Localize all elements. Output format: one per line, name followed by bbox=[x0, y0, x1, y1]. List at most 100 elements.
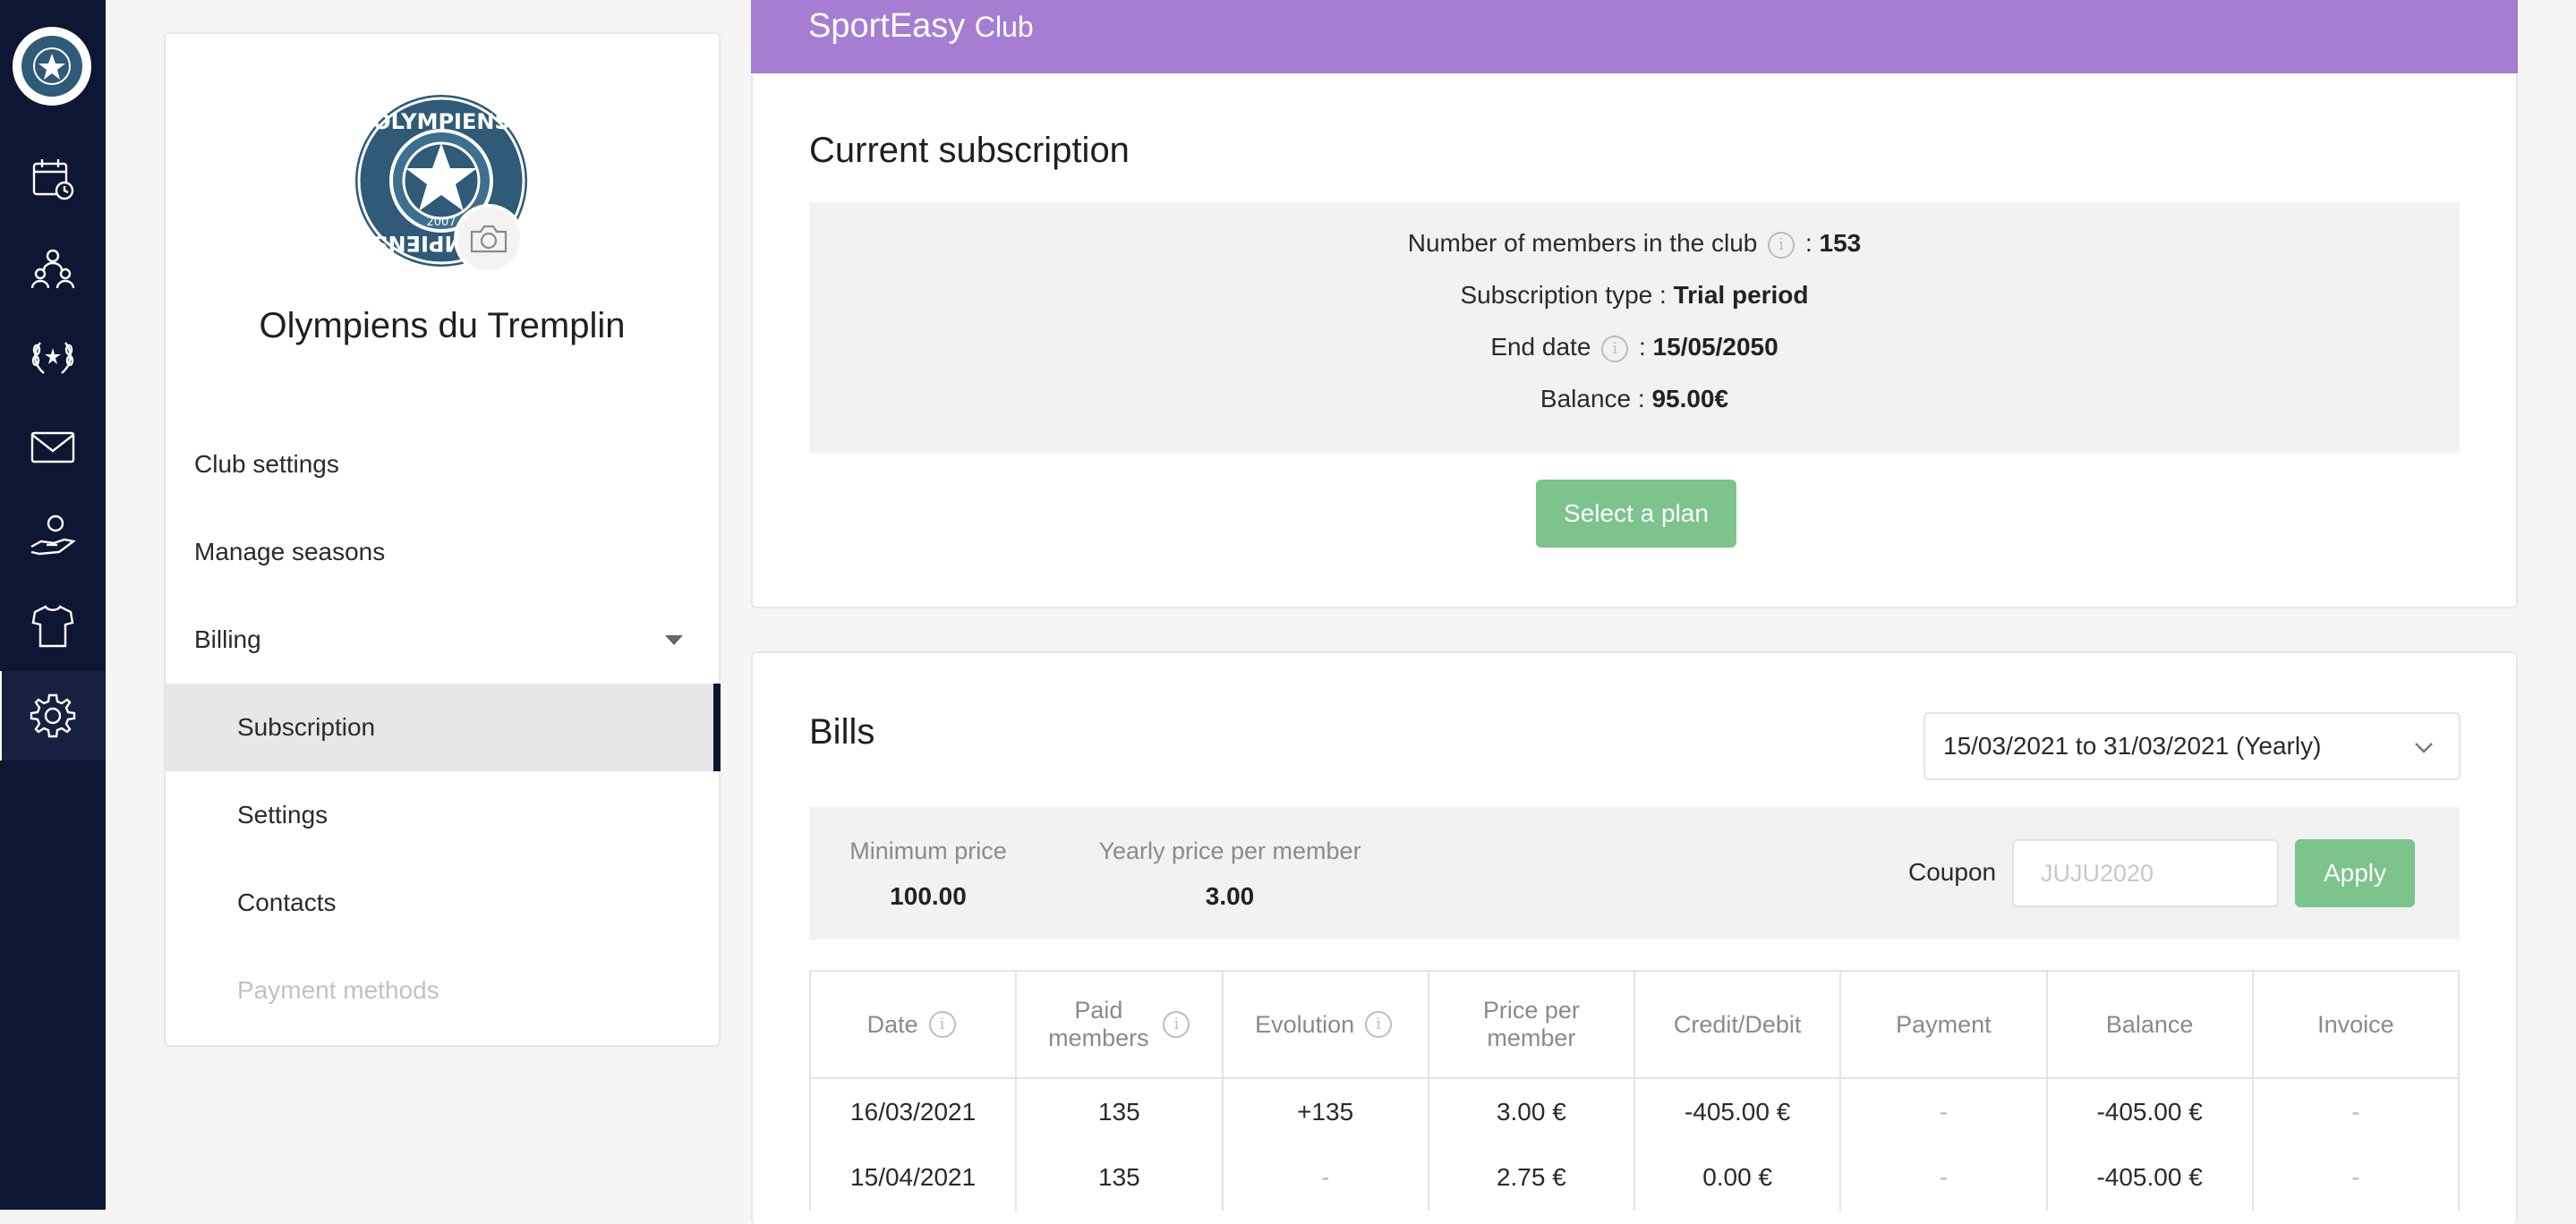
col-paid-members: Paid members i bbox=[1015, 970, 1224, 1079]
current-subscription-title: Current subscription bbox=[809, 131, 1130, 170]
members-line: Number of members in the club i : 153 bbox=[809, 229, 2460, 259]
end-date-value: 15/05/2050 bbox=[1652, 333, 1778, 361]
mail-icon bbox=[30, 431, 75, 463]
rail-members[interactable] bbox=[0, 492, 106, 582]
min-price-label: Minimum price bbox=[849, 837, 1007, 864]
nav-club-settings[interactable]: Club settings bbox=[194, 450, 339, 478]
banner-tier: Club bbox=[974, 11, 1034, 43]
balance-line: Balance : 95.00€ bbox=[809, 385, 2460, 413]
camera-icon bbox=[470, 225, 508, 253]
info-icon[interactable]: i bbox=[1163, 1011, 1190, 1038]
cell-paid-members: 135 bbox=[1015, 1144, 1224, 1211]
period-select-value: 15/03/2021 to 31/03/2021 (Yearly) bbox=[1943, 732, 2322, 760]
col-payment: Payment bbox=[1839, 970, 2048, 1079]
rail-calendar[interactable] bbox=[0, 134, 106, 224]
col-paid-members-label: Paid members bbox=[1048, 997, 1149, 1051]
col-balance: Balance bbox=[2045, 970, 2254, 1079]
club-avatar[interactable] bbox=[13, 27, 91, 106]
bills-table: Date i Paid members i Evolution i Price per… bbox=[808, 970, 2461, 1211]
col-price-per-member: Price per member bbox=[1427, 970, 1636, 1079]
col-evolution-label: Evolution bbox=[1255, 1010, 1355, 1038]
cell-paid-members: 135 bbox=[1015, 1078, 1224, 1144]
bills-card: Bills 15/03/2021 to 31/03/2021 (Yearly) … bbox=[751, 651, 2518, 1224]
pricing-summary: Minimum price 100.00 Yearly price per me… bbox=[809, 807, 2460, 939]
type-label: Subscription type : bbox=[1460, 281, 1667, 309]
rail-team[interactable] bbox=[0, 224, 106, 313]
banner-brand: SportEasy bbox=[808, 7, 966, 45]
info-icon[interactable]: i bbox=[928, 1011, 956, 1038]
apply-coupon-button[interactable]: Apply bbox=[2295, 839, 2415, 907]
info-icon[interactable]: i bbox=[1768, 231, 1796, 259]
nav-billing[interactable]: Billing bbox=[166, 596, 721, 684]
type-value: Trial period bbox=[1673, 281, 1809, 309]
coupon-label: Coupon bbox=[1908, 858, 1997, 886]
nav-payment-methods: Payment methods bbox=[237, 976, 439, 1004]
left-rail bbox=[0, 0, 106, 1210]
members-value: 153 bbox=[1819, 229, 1862, 257]
cell-invoice: - bbox=[2251, 1144, 2461, 1211]
info-icon[interactable]: i bbox=[1365, 1011, 1393, 1038]
cell-payment: - bbox=[1839, 1144, 2048, 1211]
cell-price-per-member: 2.75 € bbox=[1427, 1144, 1636, 1211]
col-date: Date i bbox=[808, 970, 1018, 1079]
coupon-input[interactable] bbox=[2012, 839, 2279, 907]
nav-subscription[interactable]: Subscription bbox=[166, 684, 721, 771]
calendar-icon bbox=[32, 159, 74, 200]
bills-header-row: Date i Paid members i Evolution i Price per… bbox=[808, 970, 2461, 1079]
end-date-colon: : bbox=[1638, 333, 1646, 361]
caret-down-icon bbox=[665, 635, 683, 645]
nav-manage-seasons[interactable]: Manage seasons bbox=[194, 538, 386, 565]
nav-billing-settings[interactable]: Settings bbox=[237, 801, 328, 829]
cell-evolution: - bbox=[1221, 1144, 1429, 1211]
change-logo-button[interactable] bbox=[454, 204, 524, 274]
nav-billing-label: Billing bbox=[194, 625, 261, 653]
type-line: Subscription type : Trial period bbox=[809, 281, 2460, 310]
info-icon[interactable]: i bbox=[1601, 335, 1629, 362]
rail-equipment[interactable] bbox=[0, 582, 106, 671]
cell-credit-debit: 0.00 € bbox=[1633, 1144, 1842, 1211]
cell-balance: -405.00 € bbox=[2045, 1078, 2254, 1144]
col-invoice: Invoice bbox=[2251, 970, 2461, 1079]
club-panel: OLYMPIENS 2007 OLYMPIENS Olympiens du Tr… bbox=[164, 32, 721, 1047]
bills-title: Bills bbox=[809, 712, 875, 752]
end-date-label: End date bbox=[1490, 333, 1591, 361]
subscription-info: Number of members in the club i : 153 Su… bbox=[809, 202, 2460, 453]
rail-settings[interactable] bbox=[0, 671, 106, 761]
logo-text-top: OLYMPIENS bbox=[372, 109, 510, 134]
period-select[interactable]: 15/03/2021 to 31/03/2021 (Yearly) bbox=[1923, 712, 2461, 780]
cell-invoice: - bbox=[2251, 1078, 2461, 1144]
col-price-per-member-label: Price per member bbox=[1482, 997, 1580, 1051]
members-colon: : bbox=[1804, 229, 1813, 257]
col-evolution: Evolution i bbox=[1221, 970, 1429, 1079]
nav-contacts[interactable]: Contacts bbox=[237, 888, 337, 916]
plan-banner: SportEasy Club bbox=[751, 0, 2518, 73]
balance-label: Balance : bbox=[1540, 385, 1645, 412]
rail-messages[interactable] bbox=[0, 403, 106, 492]
min-price-value: 100.00 bbox=[890, 882, 967, 910]
logo-year: 2007 bbox=[426, 216, 456, 229]
jersey-icon bbox=[31, 605, 74, 648]
gear-icon bbox=[30, 693, 76, 738]
balance-value: 95.00€ bbox=[1651, 385, 1729, 412]
team-icon bbox=[30, 249, 75, 289]
end-date-line: End date i : 15/05/2050 bbox=[809, 333, 2460, 362]
hand-member-icon bbox=[30, 514, 76, 556]
cell-credit-debit: -405.00 € bbox=[1633, 1078, 1842, 1144]
current-subscription-card: Current subscription Number of members i… bbox=[751, 73, 2518, 608]
members-label: Number of members in the club bbox=[1407, 229, 1758, 257]
settings-nav: Club settings Manage seasons Billing Sub… bbox=[166, 421, 721, 1034]
yearly-price-label: Yearly price per member bbox=[1098, 837, 1361, 864]
table-row: 15/04/2021 135 - 2.75 € 0.00 € - -405.00… bbox=[808, 1144, 2461, 1211]
cell-evolution: +135 bbox=[1221, 1078, 1429, 1144]
cell-date: 16/03/2021 bbox=[808, 1078, 1018, 1144]
laurel-icon bbox=[31, 342, 74, 374]
select-plan-button[interactable]: Select a plan bbox=[1536, 480, 1736, 548]
cell-payment: - bbox=[1839, 1078, 2048, 1144]
rail-competitions[interactable] bbox=[0, 313, 106, 403]
col-date-label: Date bbox=[866, 1010, 918, 1038]
col-credit-debit: Credit/Debit bbox=[1633, 970, 1842, 1079]
club-name: Olympiens du Tremplin bbox=[259, 306, 626, 345]
cell-date: 15/04/2021 bbox=[808, 1144, 1018, 1211]
table-row: 16/03/2021 135 +135 3.00 € -405.00 € - -… bbox=[808, 1078, 2461, 1144]
chevron-down-icon bbox=[2415, 743, 2433, 753]
